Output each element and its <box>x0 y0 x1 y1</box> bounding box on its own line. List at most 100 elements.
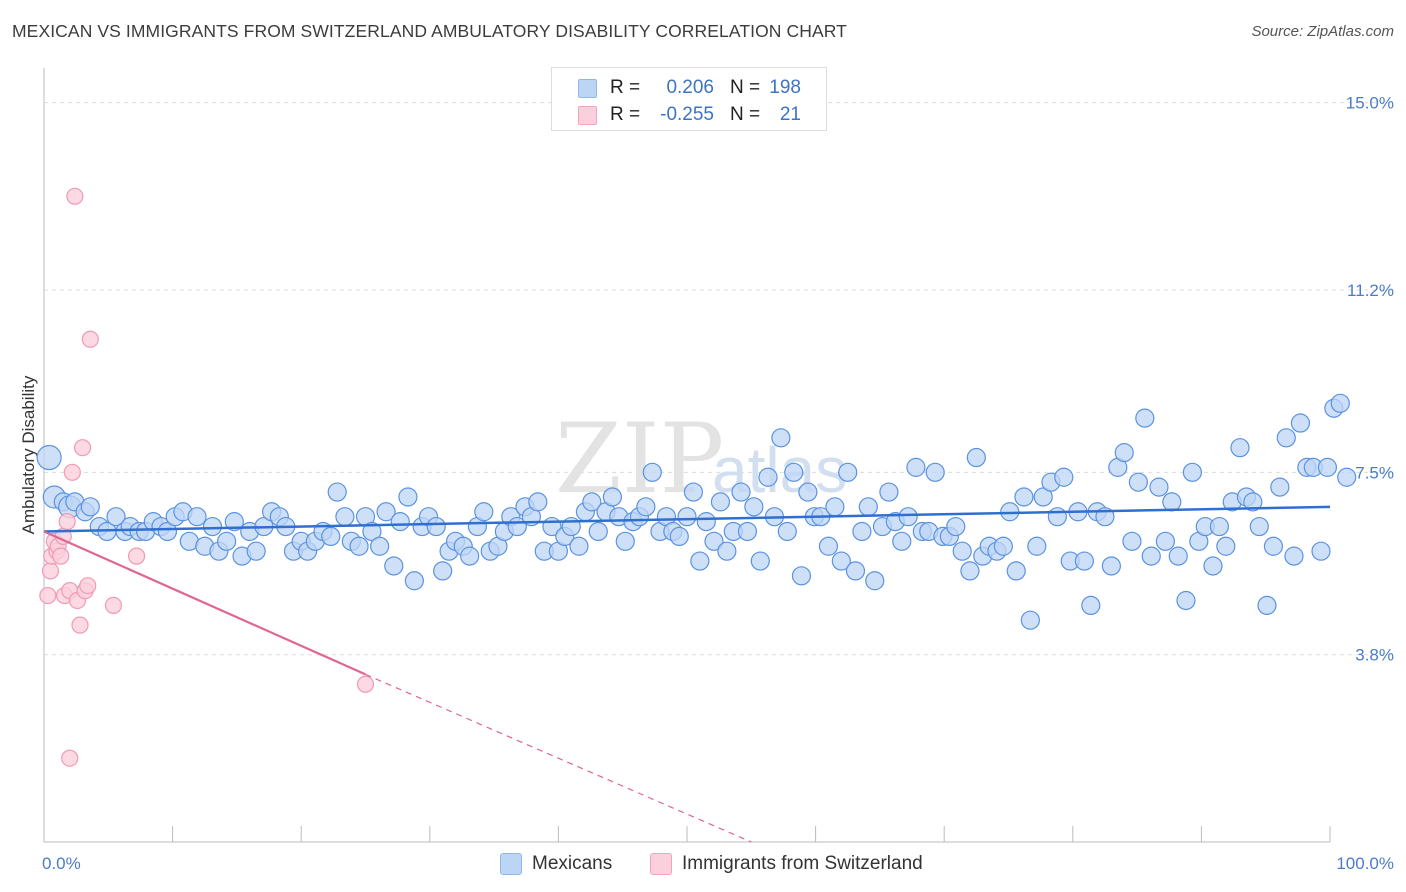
x-tick-label-max: 100.0% <box>1336 854 1394 873</box>
data-point-mexicans <box>717 541 737 561</box>
data-point-mexicans <box>1081 595 1101 616</box>
data-point-switzerland <box>39 586 57 605</box>
data-point-mexicans <box>879 482 899 502</box>
data-point-mexicans <box>898 507 918 527</box>
data-point-mexicans <box>321 526 341 547</box>
data-point-mexicans <box>758 467 778 487</box>
data-point-mexicans <box>696 512 716 532</box>
source-label: Source: ZipAtlas.com <box>1251 23 1394 40</box>
data-point-switzerland <box>58 513 76 531</box>
data-point-mexicans <box>750 551 770 571</box>
legend-n-label: N = <box>730 77 761 98</box>
legend-r-label: R = <box>610 104 641 125</box>
data-point-mexicans <box>906 457 926 477</box>
y-tick-label: 3.8% <box>1355 646 1394 665</box>
data-point-mexicans <box>349 536 369 556</box>
y-axis-tick-labels: 3.8% 7.5% 11.2% 15.0% <box>1346 94 1394 665</box>
data-point-mexicans <box>1209 516 1230 537</box>
data-point-mexicans <box>777 521 797 542</box>
data-point-mexicans <box>1257 595 1277 616</box>
data-point-mexicans <box>731 482 751 502</box>
data-point-mexicans <box>404 571 424 591</box>
legend-label-switzerland: Immigrants from Switzerland <box>682 853 923 874</box>
data-point-mexicans <box>1020 610 1040 630</box>
data-point-mexicans <box>390 512 410 532</box>
y-tick-label: 15.0% <box>1346 94 1394 113</box>
data-point-mexicans <box>1014 487 1034 507</box>
data-point-mexicans <box>582 492 602 512</box>
data-point-mexicans <box>1155 531 1175 551</box>
legend-swatch-switzerland <box>578 106 597 125</box>
data-point-mexicans <box>1101 556 1121 576</box>
data-point-mexicans <box>858 497 878 517</box>
data-point-mexicans <box>1203 556 1223 576</box>
data-point-mexicans <box>36 444 62 471</box>
data-point-mexicans <box>376 502 396 522</box>
data-point-mexicans <box>1168 546 1188 566</box>
data-point-switzerland <box>81 330 99 348</box>
data-point-mexicans <box>1311 541 1331 561</box>
data-point-mexicans <box>818 536 839 556</box>
data-point-mexicans <box>838 462 858 482</box>
data-point-mexicans <box>384 556 404 576</box>
data-point-mexicans <box>187 507 207 527</box>
data-point-mexicans <box>825 497 845 517</box>
data-point-mexicans <box>946 516 966 537</box>
data-point-switzerland <box>356 675 375 693</box>
data-point-mexicans <box>1182 462 1202 482</box>
data-point-mexicans <box>642 462 662 482</box>
data-point-mexicans <box>1141 546 1161 566</box>
y-tick-label: 11.2% <box>1347 281 1394 300</box>
data-point-mexicans <box>569 536 589 556</box>
data-point-mexicans <box>1176 590 1196 611</box>
data-point-mexicans <box>398 487 418 507</box>
data-point-mexicans <box>677 507 697 527</box>
data-point-mexicans <box>1270 477 1290 497</box>
legend-swatch-mexicans <box>578 79 597 98</box>
data-point-mexicans <box>1290 413 1311 433</box>
data-point-mexicans <box>1122 531 1142 551</box>
data-point-mexicans <box>1128 472 1148 492</box>
data-point-mexicans <box>636 497 656 517</box>
data-point-mexicans <box>1114 443 1134 463</box>
data-point-mexicans <box>1284 546 1304 566</box>
data-point-mexicans <box>1006 561 1026 581</box>
series-legend: Mexicans Immigrants from Switzerland <box>0 851 1406 879</box>
data-point-mexicans <box>362 521 382 542</box>
data-point-mexicans <box>615 531 635 551</box>
data-point-mexicans <box>737 521 758 542</box>
data-point-switzerland <box>104 596 123 615</box>
trend-lines <box>43 505 1331 843</box>
data-point-mexicans <box>327 482 347 502</box>
data-point-mexicans <box>1243 492 1263 512</box>
data-point-mexicans <box>960 561 980 581</box>
data-point-mexicans <box>335 507 355 527</box>
data-point-mexicans <box>433 561 453 581</box>
data-point-mexicans <box>106 507 126 527</box>
data-point-switzerland <box>73 439 92 457</box>
data-point-mexicans <box>1337 467 1357 487</box>
data-point-mexicans <box>683 482 704 502</box>
data-point-mexicans <box>370 536 390 556</box>
legend-n-label: N = <box>730 104 761 125</box>
series-switzerland <box>39 187 375 767</box>
data-point-mexicans <box>1162 492 1182 512</box>
data-point-mexicans <box>791 566 812 586</box>
data-point-mexicans <box>460 546 480 566</box>
legend-swatch-switzerland <box>650 853 672 875</box>
data-point-mexicans <box>784 462 804 482</box>
legend-n-value: 198 <box>769 77 801 98</box>
data-point-switzerland <box>61 749 79 767</box>
legend-row-switzerland: R = -0.255 N = 21 <box>552 101 826 129</box>
data-point-mexicans <box>704 531 724 551</box>
data-point-switzerland <box>71 616 89 634</box>
data-point-mexicans <box>1033 487 1053 507</box>
y-tick-label: 7.5% <box>1355 463 1394 482</box>
data-point-mexicans <box>80 497 100 517</box>
data-point-mexicans <box>1230 438 1250 458</box>
data-point-switzerland <box>79 577 97 595</box>
data-point-mexicans <box>1074 551 1094 571</box>
data-point-mexicans <box>1249 516 1269 537</box>
data-point-mexicans <box>1135 408 1155 428</box>
